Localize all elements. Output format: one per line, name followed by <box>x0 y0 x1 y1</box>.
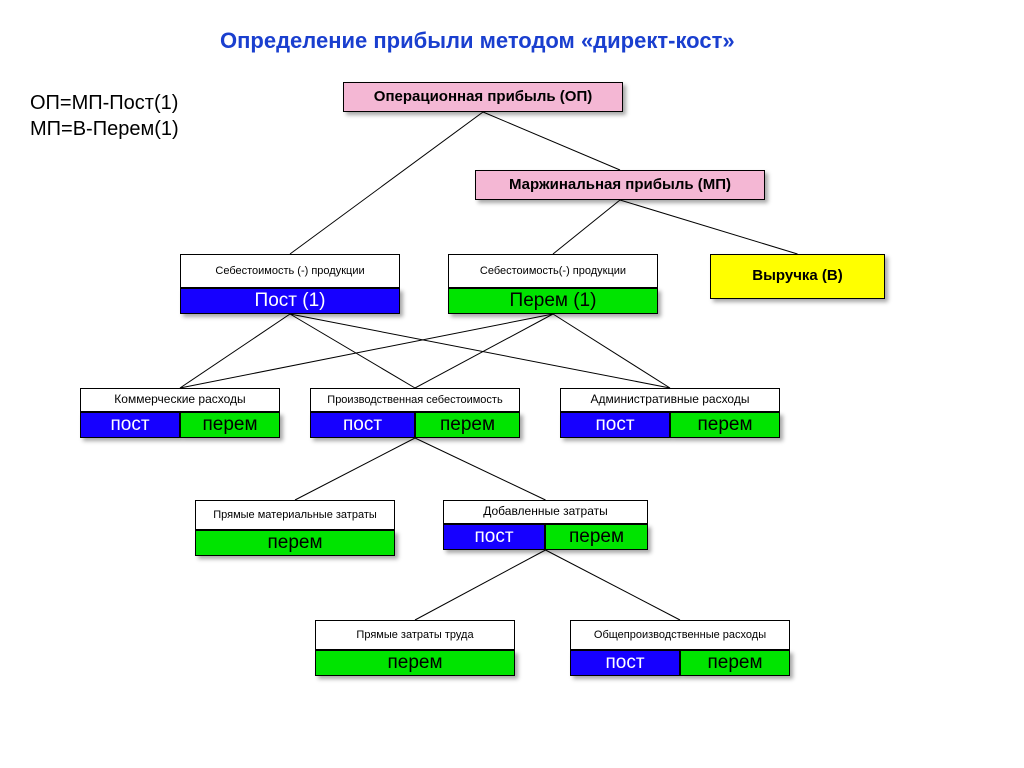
node-opr_per: перем <box>680 650 790 676</box>
diagram-stage: { "title": {"text":"Определение прибыли … <box>0 0 1024 768</box>
node-pzt_per: перем <box>315 650 515 676</box>
node-dob_per: перем <box>545 524 648 550</box>
node-admin_post: пост <box>560 412 670 438</box>
node-op: Операционная прибыль (ОП) <box>343 82 623 112</box>
node-pmz_per: перем <box>195 530 395 556</box>
node-rev: Выручка (В) <box>710 254 885 299</box>
formula-op: ОП=МП-Пост(1) <box>30 92 178 115</box>
node-dob_post: пост <box>443 524 545 550</box>
node-admin_per: перем <box>670 412 780 438</box>
diagram-title: Определение прибыли методом «директ-кост… <box>220 28 735 54</box>
node-pzt_hdr: Прямые затраты труда <box>315 620 515 650</box>
node-proizv_hdr: Производственная себестоимость <box>310 388 520 412</box>
node-proizv_post: пост <box>310 412 415 438</box>
node-opr_post: пост <box>570 650 680 676</box>
node-admin_hdr: Административные расходы <box>560 388 780 412</box>
node-komm_hdr: Коммерческие расходы <box>80 388 280 412</box>
node-seb_post_lbl: Пост (1) <box>180 288 400 314</box>
node-komm_per: перем <box>180 412 280 438</box>
node-pmz_hdr: Прямые материальные затраты <box>195 500 395 530</box>
node-mp: Маржинальная прибыль (МП) <box>475 170 765 200</box>
node-dob_hdr: Добавленные затраты <box>443 500 648 524</box>
node-seb_post_hdr: Себестоимость (-) продукции <box>180 254 400 288</box>
node-komm_post: пост <box>80 412 180 438</box>
node-seb_per_lbl: Перем (1) <box>448 288 658 314</box>
node-seb_per_hdr: Себестоимость(-) продукции <box>448 254 658 288</box>
formula-mp: МП=В-Перем(1) <box>30 118 179 141</box>
node-proizv_per: перем <box>415 412 520 438</box>
node-opr_hdr: Общепроизводственные расходы <box>570 620 790 650</box>
